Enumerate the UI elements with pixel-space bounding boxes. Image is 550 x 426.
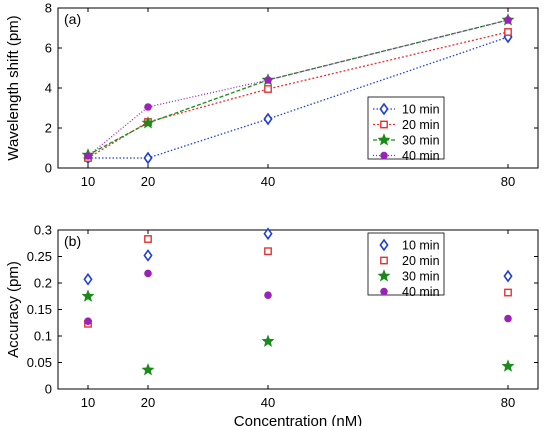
data-point <box>81 289 95 302</box>
legend-marker <box>380 256 388 265</box>
y-tick-label: 0 <box>45 382 52 397</box>
x-tick-label: 40 <box>261 395 275 410</box>
y-tick-label: 0.05 <box>27 355 52 370</box>
y-tick-label: 0.1 <box>34 329 52 344</box>
series-line <box>88 36 509 159</box>
data-point <box>263 227 273 241</box>
data-point <box>144 103 152 111</box>
legend-label: 30 min <box>402 270 440 284</box>
legend-marker <box>377 269 391 282</box>
legend-marker <box>379 238 389 252</box>
legend-label: 40 min <box>402 285 440 299</box>
y-tick-label: 0.2 <box>34 276 52 291</box>
x-tick-label: 80 <box>501 395 515 410</box>
series-line <box>87 31 509 159</box>
legend-marker <box>380 287 388 296</box>
legend-marker <box>380 120 388 129</box>
legend-marker <box>380 151 388 160</box>
legend-marker <box>377 133 391 146</box>
panel-label: (a) <box>64 11 81 27</box>
data-point <box>83 272 93 286</box>
data-point <box>264 247 272 256</box>
legend-label: 10 min <box>402 239 440 253</box>
legend-label: 40 min <box>402 149 440 163</box>
data-point <box>504 28 512 36</box>
panel-b: 10 20 40 80 0 0.05 0.1 0.15 0.2 0.25 0.3 (b) Accurac… <box>5 223 539 426</box>
panel-a: 10 20 40 80 0 2 4 6 8 (a) Wavelength shift (pm) 10 … <box>5 1 539 189</box>
y-tick-label: 4 <box>45 81 52 96</box>
x-tick-label: 80 <box>501 174 515 189</box>
data-point <box>263 112 273 126</box>
data-point <box>503 269 513 283</box>
legend-label: 20 min <box>402 254 440 268</box>
y-tick-label: 2 <box>45 121 52 136</box>
data-point <box>141 116 155 129</box>
y-tick-label: 0.3 <box>34 223 52 238</box>
data-point <box>264 85 272 93</box>
plot-area <box>57 7 539 169</box>
data-point <box>144 235 152 243</box>
legend-label: 30 min <box>402 134 440 148</box>
y-tick-label: 8 <box>45 1 52 16</box>
y-axis-label: Accuracy (pm) <box>5 261 22 358</box>
x-tick-label: 40 <box>261 174 275 189</box>
data-point <box>143 151 153 165</box>
legend-label: 20 min <box>402 118 440 132</box>
data-point <box>84 152 92 160</box>
data-point <box>261 334 275 347</box>
y-tick-label: 0 <box>45 161 52 176</box>
data-point <box>143 249 153 262</box>
series-line <box>87 19 509 157</box>
plot-area <box>57 229 539 390</box>
x-tick-label: 20 <box>141 174 155 189</box>
data-point <box>84 317 92 325</box>
legend-label: 10 min <box>402 103 440 117</box>
data-point <box>504 16 512 24</box>
series-2 <box>81 289 515 376</box>
series-0 <box>83 227 513 286</box>
x-tick-label: 10 <box>81 174 95 189</box>
legend-marker <box>379 102 389 116</box>
y-tick-label: 6 <box>45 41 52 56</box>
x-axis-label: Concentration (nM) <box>234 413 362 426</box>
y-tick-label: 0.15 <box>27 302 52 317</box>
data-point <box>504 288 512 297</box>
data-point <box>144 269 152 278</box>
data-point <box>264 76 272 84</box>
data-point <box>264 291 272 299</box>
x-tick-label: 20 <box>141 395 155 410</box>
panel-label: (b) <box>64 233 81 249</box>
data-point <box>141 363 155 376</box>
data-point <box>501 359 515 372</box>
x-tick-label: 10 <box>81 395 95 410</box>
data-point <box>504 314 512 323</box>
series-3 <box>84 16 512 160</box>
y-axis-label: Wavelength shift (pm) <box>5 15 22 160</box>
y-tick-label: 0.25 <box>27 249 52 264</box>
series-3 <box>84 269 512 325</box>
